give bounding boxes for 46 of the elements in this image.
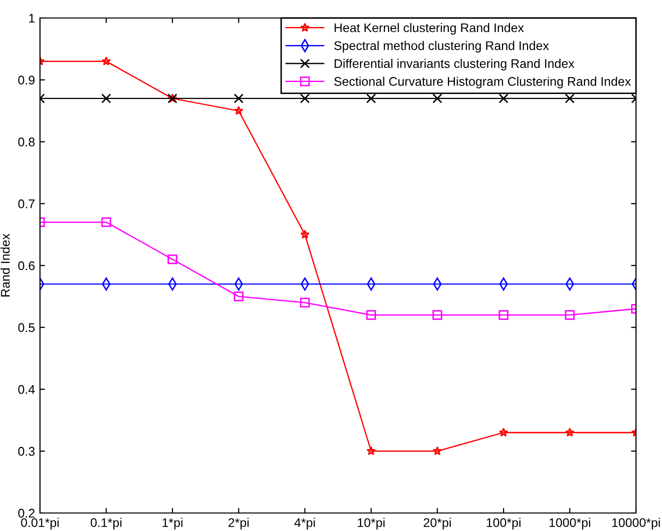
x-tick-label: 1*pi bbox=[162, 518, 182, 530]
y-tick-label: 0.9 bbox=[18, 76, 35, 85]
x-tick-label: 0.01*pi bbox=[21, 518, 59, 530]
y-tick-label: 0.3 bbox=[18, 446, 35, 456]
x-tick-label: 10*pi bbox=[358, 518, 385, 530]
point bbox=[366, 446, 376, 456]
legend-label: Sectional Curvature Histogram Clustering Rand Index bbox=[334, 76, 631, 88]
point bbox=[366, 310, 376, 320]
point bbox=[432, 94, 442, 104]
y-tick-label: 1 bbox=[29, 14, 35, 23]
x-tick-label: 20*pi bbox=[424, 518, 451, 530]
y-tick-label: 0.6 bbox=[18, 261, 35, 270]
point bbox=[564, 94, 575, 104]
y-axis-title: Rand Index bbox=[0, 234, 10, 296]
x-tick-label: 2*pi bbox=[228, 518, 249, 530]
point bbox=[168, 254, 178, 264]
y-tick-label: 0.4 bbox=[18, 385, 35, 394]
y-tick-label: 0.5 bbox=[18, 323, 35, 332]
x-tick-label: 10000*pi bbox=[612, 518, 660, 530]
x-tick-label: 0.1*pi bbox=[90, 518, 122, 530]
point bbox=[366, 94, 376, 104]
legend-label: Heat Kernel clustering Rand Index bbox=[334, 23, 524, 35]
y-tick-label: 0.2 bbox=[18, 508, 35, 518]
point bbox=[300, 230, 310, 239]
point bbox=[498, 94, 508, 104]
point bbox=[498, 428, 508, 437]
legend-label: Differential invariants clustering Rand Index bbox=[334, 58, 574, 70]
point bbox=[234, 106, 244, 115]
point bbox=[234, 94, 244, 104]
x-tick-label: 1000*pi bbox=[550, 518, 590, 530]
point bbox=[300, 94, 310, 104]
legend-label: Spectral method clustering Rand Index bbox=[334, 40, 549, 53]
x-tick-label: 4*pi bbox=[294, 518, 315, 530]
x-tick-label: 100*pi bbox=[486, 518, 520, 530]
point bbox=[432, 446, 442, 456]
point bbox=[101, 217, 112, 228]
point bbox=[565, 428, 574, 437]
point bbox=[564, 310, 575, 320]
point bbox=[498, 310, 508, 320]
y-tick-label: 0.8 bbox=[18, 138, 35, 146]
point bbox=[101, 94, 112, 104]
point bbox=[102, 56, 111, 66]
point bbox=[234, 292, 244, 302]
point bbox=[300, 298, 310, 308]
y-tick-label: 0.7 bbox=[18, 199, 35, 208]
point bbox=[432, 310, 442, 320]
